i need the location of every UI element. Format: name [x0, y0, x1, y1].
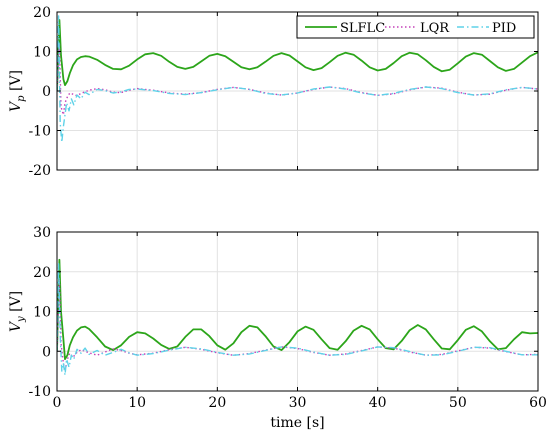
- legend-label-slflc: SLFLC: [340, 21, 385, 36]
- x-tick-label: 10: [128, 395, 146, 411]
- y-axis-label-symbol: V: [8, 320, 24, 332]
- y-axis-label: Vy [V]: [8, 291, 27, 332]
- y-tick-label: -10: [28, 384, 51, 400]
- y-tick-label: 0: [42, 344, 51, 360]
- y-axis-label-unit: [V]: [8, 291, 24, 316]
- series-line-slflc: [57, 258, 538, 361]
- y-tick-label: 10: [33, 45, 51, 61]
- y-tick-label: 30: [33, 225, 51, 241]
- legend-label-lqr: LQR: [420, 21, 450, 36]
- x-tick-label: 0: [53, 395, 62, 411]
- y-tick-label: 0: [42, 84, 51, 100]
- legend-label-pid: PID: [492, 21, 516, 36]
- y-axis-label: Vp [V]: [8, 70, 27, 112]
- y-axis-label-unit: [V]: [8, 70, 24, 95]
- x-tick-label: 30: [289, 395, 307, 411]
- y-tick-label: 20: [33, 265, 51, 281]
- y-axis-label-subscript: p: [16, 95, 27, 102]
- x-axis-label: time [s]: [270, 415, 324, 431]
- series-line-pid: [57, 15, 538, 144]
- y-axis-label-subscript: y: [16, 316, 27, 323]
- x-tick-label: 20: [208, 395, 226, 411]
- y-tick-label: 10: [33, 305, 51, 321]
- top-plot-panel: -20 -10 0 10 20 Vp [V] SLFLC LQR PID: [8, 5, 539, 179]
- series-line-lqr: [57, 42, 538, 116]
- series-line-slflc: [57, 18, 538, 92]
- series-group: [57, 258, 538, 376]
- y-tick-label: 20: [33, 5, 51, 21]
- series-line-pid: [57, 263, 538, 376]
- x-tick-label: 50: [449, 395, 467, 411]
- y-axis-label-symbol: V: [8, 100, 24, 112]
- legend-box: [296, 15, 535, 39]
- x-tick-label: 40: [369, 395, 387, 411]
- y-tick-label: -10: [28, 124, 51, 140]
- x-tick-label: 60: [529, 395, 547, 411]
- series-group: [57, 15, 538, 144]
- y-tick-label: -20: [28, 163, 51, 179]
